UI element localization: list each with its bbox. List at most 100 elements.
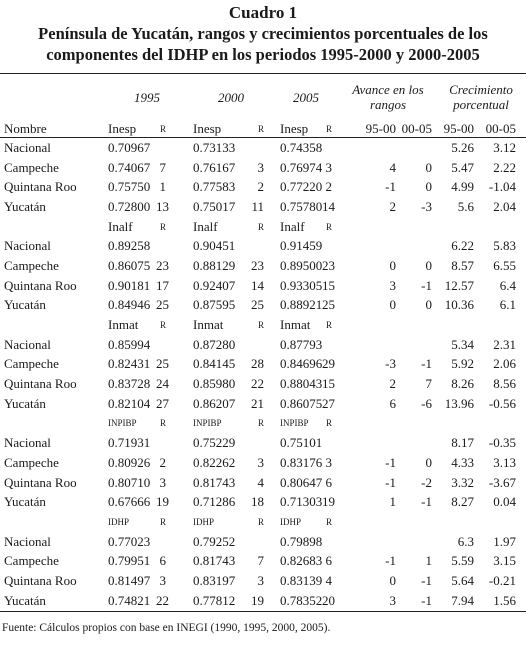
cell: 2	[389, 376, 397, 392]
cell: -0.56	[488, 395, 516, 411]
cell: 0.79898	[280, 533, 322, 549]
row-name: Nacional	[4, 336, 51, 352]
cell: 6	[159, 553, 167, 569]
column-header: 95-00	[340, 120, 400, 138]
row-name: Campeche	[4, 553, 59, 569]
cell: 0.89258	[108, 238, 151, 254]
spacer	[340, 512, 400, 532]
cell: 8.26	[451, 376, 474, 392]
cell	[322, 236, 340, 256]
cell: 0.83197	[193, 572, 236, 588]
group-header: Avance en los rangos	[340, 73, 436, 120]
data-row: Campeche 0.74067 7 0.76167 3 0.76974 3 4 0 5.47 2.…	[0, 158, 526, 178]
data-row: Campeche 0.86075 23 0.88129 23 0.89500 23 0 0 8.5…	[0, 256, 526, 276]
cell: 2	[159, 454, 167, 470]
cell	[322, 138, 340, 158]
spacer	[400, 217, 436, 237]
cell: 0.86075	[280, 395, 322, 411]
cell: 8.27	[451, 494, 474, 510]
index-label-row: INPIBP R INPIBP R INPIBP R	[0, 414, 526, 434]
cell	[340, 236, 400, 256]
cell: 0.88043	[280, 376, 322, 392]
spacer	[436, 217, 478, 237]
spacer	[0, 73, 104, 120]
column-header: Inesp	[104, 120, 156, 138]
column-header: R	[322, 120, 340, 138]
cell: 0.83139	[280, 572, 322, 588]
cell: 6.3	[457, 533, 474, 549]
spacer	[478, 217, 526, 237]
row-name: Yucatán	[4, 297, 46, 313]
row-name: Quintana Roo	[4, 474, 77, 490]
cell: 0.84946	[108, 297, 151, 313]
cell: 0.73133	[193, 139, 236, 155]
cell	[250, 433, 272, 453]
cell: 0.80647	[280, 474, 322, 490]
cell: 19	[156, 494, 169, 510]
row-name: Quintana Roo	[4, 277, 77, 293]
cell: 7	[425, 376, 433, 392]
index-label: INPIBP	[108, 418, 137, 429]
cell: -1.04	[488, 179, 516, 195]
cell: 1.97	[493, 533, 516, 549]
cell	[250, 236, 272, 256]
data-row: Campeche 0.80926 2 0.82262 3 0.83176 3 -1 0 4.33 3…	[0, 453, 526, 473]
cell: 3	[340, 590, 400, 612]
index-label-row: Inmat R Inmat R Inmat R	[0, 315, 526, 335]
cell: 23	[156, 257, 169, 273]
index-label-row: Inalf R Inalf R Inalf R	[0, 217, 526, 237]
cell: 0.82431	[108, 356, 151, 372]
row-name: Campeche	[4, 454, 59, 470]
cell: 3	[325, 454, 333, 470]
cell	[250, 532, 272, 552]
cell: 0.74067	[108, 159, 151, 175]
cell: -0.21	[488, 572, 516, 588]
cell: 7.94	[436, 590, 478, 612]
cell: 7	[159, 159, 167, 175]
cell: 2.06	[493, 356, 516, 372]
data-row: Quintana Roo 0.75750 1 0.77583 2 0.77220 2 -1 0 4…	[0, 177, 526, 197]
spacer	[400, 315, 436, 335]
index-label: IDHP	[108, 516, 130, 527]
cell: 0.75017	[193, 198, 236, 214]
index-label-row: IDHP R IDHP R IDHP R	[0, 512, 526, 532]
cell: -3.67	[488, 474, 516, 490]
cell: -1	[421, 494, 432, 510]
spacer	[0, 315, 104, 335]
cell: 7	[257, 553, 265, 569]
cell: -1	[421, 277, 432, 293]
cell: 0.77220	[280, 179, 322, 195]
cell: 0.88921	[280, 297, 322, 313]
row-name: Nacional	[4, 533, 51, 549]
cell: 5.47	[451, 159, 474, 175]
cell: -2	[421, 474, 432, 490]
cell: 6.22	[451, 238, 474, 254]
data-row: Yucatán 0.67666 19 0.71286 18 0.71303 19 1 -1 8.2…	[0, 492, 526, 512]
spacer	[478, 512, 526, 532]
cell: 0.92407	[193, 277, 236, 293]
cell: -1	[400, 590, 436, 612]
cell: 3	[257, 159, 265, 175]
cell: 3	[159, 474, 167, 490]
table-head: 1995 2000 2005 Avance en los rangos Crec…	[0, 73, 526, 138]
cell: 0.83176	[280, 454, 322, 470]
data-row: Yucatán 0.84946 25 0.87595 25 0.88921 25 0 0 10.3…	[0, 296, 526, 316]
cell: 22	[251, 376, 264, 392]
data-row: Yucatán 0.72800 13 0.75017 11 0.75780 14 2 -3 5.6…	[0, 197, 526, 217]
cell	[322, 532, 340, 552]
cell: -3	[385, 356, 396, 372]
cell: 0.75750	[108, 179, 151, 195]
cell: 0	[425, 159, 433, 175]
cell	[250, 335, 272, 355]
cell: 1	[425, 553, 433, 569]
cell	[340, 532, 400, 552]
index-label: R	[325, 418, 332, 429]
cell: 0	[389, 297, 397, 313]
cell: 21	[251, 395, 264, 411]
cell: 0.90451	[193, 238, 236, 254]
column-header: 00-05	[400, 120, 436, 138]
cell: 0.76974	[280, 159, 322, 175]
cell	[340, 138, 400, 158]
cell: 6	[325, 553, 333, 569]
cell: 20	[322, 590, 340, 612]
